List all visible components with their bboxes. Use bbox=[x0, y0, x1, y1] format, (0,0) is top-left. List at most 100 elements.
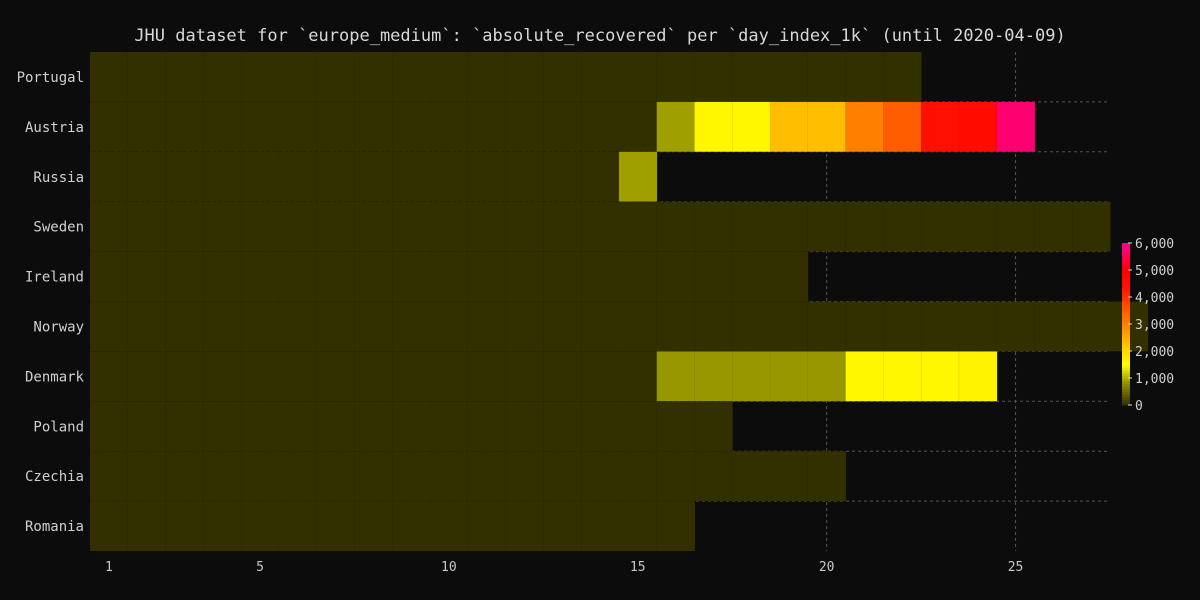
x-tick-label: 25 bbox=[1008, 560, 1024, 575]
heatmap-cell bbox=[656, 500, 696, 552]
colorbar-segment bbox=[1122, 291, 1130, 295]
heatmap-cell bbox=[354, 450, 393, 502]
colorbar-tick-label: 3,000 bbox=[1135, 318, 1174, 333]
heatmap-cell bbox=[656, 201, 696, 252]
heatmap-cell bbox=[580, 201, 620, 252]
heatmap-cell bbox=[278, 450, 318, 502]
heatmap-cell bbox=[127, 101, 167, 153]
heatmap-cell bbox=[127, 450, 167, 502]
country-label: Austria bbox=[25, 120, 84, 136]
colorbar-segment bbox=[1122, 272, 1130, 276]
heatmap-cell bbox=[429, 301, 469, 352]
heatmap-cell bbox=[354, 351, 393, 402]
heatmap-cell bbox=[429, 401, 469, 452]
heatmap-cell bbox=[165, 301, 205, 352]
heatmap-cell bbox=[354, 51, 393, 103]
colorbar-segment bbox=[1122, 280, 1130, 284]
heatmap-cell bbox=[278, 500, 318, 552]
country-label: Russia bbox=[33, 170, 84, 186]
heatmap-cell bbox=[203, 500, 242, 552]
heatmap-cell bbox=[278, 401, 318, 452]
heatmap-cell bbox=[165, 401, 205, 452]
heatmap-cell bbox=[769, 101, 809, 153]
heatmap-cell bbox=[543, 101, 582, 153]
colorbar-segment bbox=[1122, 251, 1130, 255]
heatmap-cell bbox=[429, 251, 469, 302]
heatmap-cell bbox=[958, 351, 998, 402]
heatmap-cell bbox=[240, 500, 280, 552]
heatmap-cell bbox=[316, 500, 356, 552]
heatmap-cell bbox=[769, 201, 809, 252]
heatmap-cell bbox=[656, 101, 696, 153]
colorbar-segment bbox=[1122, 334, 1130, 338]
heatmap-cell bbox=[618, 500, 658, 552]
colorbar-segment bbox=[1122, 369, 1130, 373]
colorbar-segment bbox=[1122, 351, 1130, 355]
colorbar-tick-label: 5,000 bbox=[1135, 264, 1174, 279]
heatmap-cell bbox=[127, 301, 167, 352]
heatmap-cell bbox=[203, 51, 242, 103]
heatmap-cell bbox=[694, 301, 733, 352]
heatmap-cell bbox=[165, 251, 205, 302]
heatmap-cell bbox=[807, 101, 847, 153]
country-label: Sweden bbox=[33, 220, 84, 236]
heatmap-cell bbox=[89, 151, 129, 202]
heatmap-cell bbox=[278, 51, 318, 103]
colorbar-segment bbox=[1122, 380, 1130, 384]
heatmap-cell bbox=[354, 251, 393, 302]
colorbar-segment bbox=[1122, 372, 1130, 376]
heatmap-cell bbox=[429, 500, 469, 552]
heatmap-cell bbox=[165, 450, 205, 502]
heatmap-cell bbox=[203, 151, 242, 202]
heatmap-cell bbox=[543, 351, 582, 402]
heatmap-cell bbox=[731, 251, 771, 302]
heatmap-cell bbox=[1071, 201, 1111, 252]
heatmap-cell bbox=[240, 251, 280, 302]
colorbar-segment bbox=[1122, 326, 1130, 330]
heatmap-cell bbox=[505, 201, 545, 252]
colorbar-segment bbox=[1122, 288, 1130, 292]
heatmap-cell bbox=[883, 301, 922, 352]
heatmap-cell bbox=[316, 101, 356, 153]
heatmap-cell bbox=[731, 351, 771, 402]
heatmap-cell bbox=[467, 201, 507, 252]
colorbar-segment bbox=[1122, 270, 1130, 274]
colorbar-segment bbox=[1122, 302, 1130, 306]
heatmap-cell bbox=[580, 450, 620, 502]
colorbar-segment bbox=[1122, 396, 1130, 400]
heatmap-cell bbox=[391, 401, 431, 452]
heatmap-cell bbox=[769, 251, 809, 302]
colorbar-segment bbox=[1122, 399, 1130, 403]
colorbar-segment bbox=[1122, 361, 1130, 365]
heatmap-cells bbox=[89, 51, 1149, 552]
colorbar-segment bbox=[1122, 359, 1130, 363]
colorbar-segment bbox=[1122, 332, 1130, 336]
heatmap-cell bbox=[391, 450, 431, 502]
heatmap-cell bbox=[543, 51, 582, 103]
heatmap-cell bbox=[731, 51, 771, 103]
heatmap-cell bbox=[354, 201, 393, 252]
heatmap-cell bbox=[694, 201, 733, 252]
heatmap-cell bbox=[354, 101, 393, 153]
colorbar-segment bbox=[1122, 264, 1130, 268]
heatmap-cell bbox=[240, 201, 280, 252]
heatmap-cell bbox=[467, 401, 507, 452]
heatmap-cell bbox=[467, 301, 507, 352]
heatmap-cell bbox=[203, 101, 242, 153]
heatmap-cell bbox=[429, 450, 469, 502]
colorbar-segment bbox=[1122, 245, 1130, 249]
heatmap-cell bbox=[505, 301, 545, 352]
heatmap-cell bbox=[391, 201, 431, 252]
heatmap-cell bbox=[354, 500, 393, 552]
chart-title: JHU dataset for `europe_medium`: `absolu… bbox=[134, 26, 1065, 46]
heatmap-cell bbox=[920, 101, 960, 153]
colorbar-segment bbox=[1122, 286, 1130, 290]
heatmap-cell bbox=[694, 251, 733, 302]
heatmap-cell bbox=[883, 201, 922, 252]
heatmap-cell bbox=[1034, 201, 1073, 252]
heatmap-cell bbox=[278, 201, 318, 252]
colorbar-segment bbox=[1122, 243, 1130, 247]
heatmap-cell bbox=[807, 450, 847, 502]
heatmap-cell bbox=[580, 401, 620, 452]
colorbar: 0 1,000 2,000 3,000 4,000 5,000 6,000 bbox=[1122, 237, 1174, 414]
